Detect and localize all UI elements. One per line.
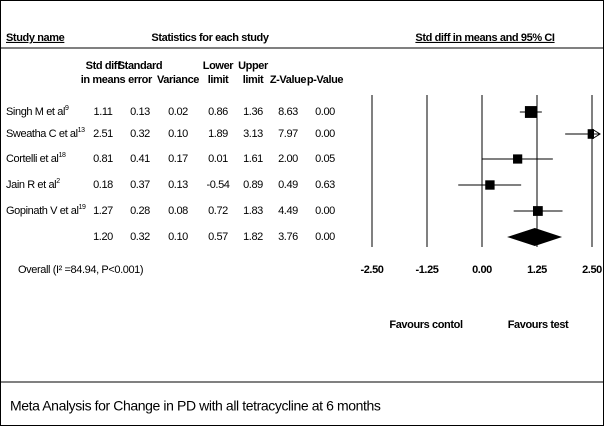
stat-value: 2.00	[278, 153, 298, 165]
stat-value: 1.82	[243, 231, 263, 243]
stat-value: 0.13	[168, 179, 188, 191]
point-estimate	[587, 129, 594, 139]
stat-value: 3.76	[278, 231, 298, 243]
stat-value: 0.00	[315, 205, 335, 217]
point-estimate	[524, 106, 537, 118]
stat-value: 7.97	[278, 128, 298, 140]
study-name-text: Singh M et al	[6, 106, 65, 118]
stat-value: 0.00	[315, 128, 335, 140]
stat-value: 1.61	[243, 153, 263, 165]
point-estimate	[532, 206, 543, 216]
stat-value: 1.36	[243, 106, 263, 118]
column-header: Std diff	[86, 60, 121, 72]
column-header: in means	[81, 74, 126, 86]
study-name: Singh M et al9	[6, 105, 69, 118]
stat-value: 0.41	[130, 153, 150, 165]
stat-value: 0.37	[130, 179, 150, 191]
stat-value: 0.01	[208, 153, 228, 165]
x-tick-label: -1.25	[415, 264, 438, 276]
favours-right: Favours test	[508, 319, 569, 331]
study-name: Cortelli et al18	[6, 152, 66, 165]
study-name: Gopinath V et al19	[6, 204, 86, 217]
study-name-text: Cortelli et al	[6, 153, 58, 165]
column-header: Z-Value	[270, 74, 307, 86]
point-estimate	[485, 180, 495, 190]
point-estimate	[513, 154, 523, 164]
x-tick-label: 0.00	[472, 264, 492, 276]
stat-value: 1.20	[93, 231, 113, 243]
stat-value: 0.28	[130, 205, 150, 217]
stat-value: 0.72	[208, 205, 228, 217]
study-ref: 2	[56, 178, 60, 185]
study-name-text: Jain R et al	[6, 179, 56, 191]
x-tick-label: -2.50	[360, 264, 383, 276]
study-ref: 13	[78, 127, 85, 134]
study-ref: 9	[65, 105, 69, 112]
plot-header: Std diff in means and 95% CI	[415, 32, 555, 44]
column-header: limit	[208, 74, 229, 86]
study-ref: 19	[79, 204, 86, 211]
column-header: Upper	[238, 60, 269, 72]
stat-value: 0.49	[278, 179, 298, 191]
column-header: Standard	[118, 60, 162, 72]
stat-value: 0.02	[168, 106, 188, 118]
stat-value: -0.54	[206, 179, 229, 191]
stat-value: 0.13	[130, 106, 150, 118]
stat-value: 0.89	[243, 179, 263, 191]
stat-value: 0.63	[315, 179, 335, 191]
stat-value: 2.51	[93, 128, 113, 140]
stat-value: 0.00	[315, 231, 335, 243]
x-tick-label: 1.25	[527, 264, 547, 276]
study-header: Study name	[6, 32, 65, 44]
stat-value: 0.32	[130, 128, 150, 140]
stat-value: 0.18	[93, 179, 113, 191]
column-header: limit	[243, 74, 264, 86]
stat-value: 0.08	[168, 205, 188, 217]
stats-header: Statistics for each study	[151, 32, 269, 44]
stat-value: 1.27	[93, 205, 113, 217]
stat-value: 0.81	[93, 153, 113, 165]
study-ref: 18	[58, 152, 65, 159]
favours-left: Favours contol	[389, 319, 463, 331]
column-header: Variance	[157, 74, 199, 86]
stat-value: 1.11	[94, 106, 113, 118]
study-name-text: Gopinath V et al	[6, 205, 79, 217]
column-header: p-Value	[307, 74, 344, 86]
stat-value: 0.00	[315, 106, 335, 118]
study-name-text: Sweatha C et al	[6, 128, 78, 140]
summary-diamond	[507, 228, 563, 246]
study-name: Jain R et al2	[6, 178, 60, 191]
stat-value: 3.13	[243, 128, 263, 140]
stat-value: 0.32	[130, 231, 150, 243]
stat-value: 0.05	[315, 153, 335, 165]
stat-value: 0.10	[168, 231, 188, 243]
stat-value: 8.63	[278, 106, 298, 118]
stat-value: 1.89	[208, 128, 228, 140]
x-tick-label: 2.50	[582, 264, 602, 276]
ci-arrow	[591, 128, 601, 140]
column-header: error	[128, 74, 153, 86]
study-name: Sweatha C et al13	[6, 127, 85, 140]
stat-value: 0.57	[208, 231, 228, 243]
stat-value: 0.17	[168, 153, 188, 165]
stat-value: 4.49	[278, 205, 298, 217]
stat-value: 0.10	[168, 128, 188, 140]
overall-label: Overall (I² =84.94, P<0.001)	[18, 264, 143, 276]
stat-value: 0.86	[208, 106, 228, 118]
stat-value: 1.83	[243, 205, 263, 217]
caption: Meta Analysis for Change in PD with all …	[10, 398, 381, 414]
column-header: Lower	[203, 60, 235, 72]
